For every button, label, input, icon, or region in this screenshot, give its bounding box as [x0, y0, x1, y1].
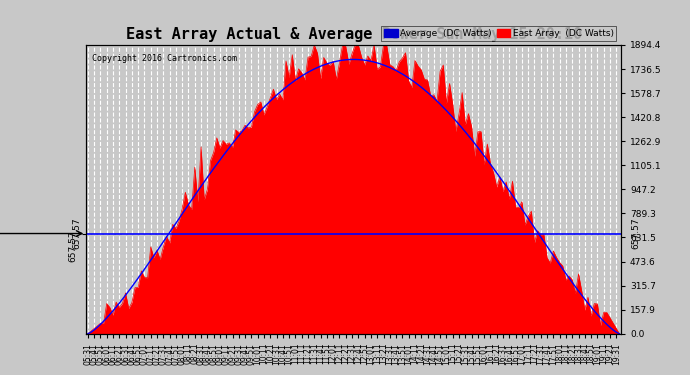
Text: Copyright 2016 Cartronics.com: Copyright 2016 Cartronics.com: [92, 54, 237, 63]
Legend: Average  (DC Watts), East Array  (DC Watts): Average (DC Watts), East Array (DC Watts…: [382, 26, 616, 41]
Title: East Array Actual & Average Power Sun May 15 20:10: East Array Actual & Average Power Sun Ma…: [126, 27, 582, 42]
Text: 657.57: 657.57: [632, 218, 641, 249]
Text: 657.57: 657.57: [72, 218, 81, 249]
